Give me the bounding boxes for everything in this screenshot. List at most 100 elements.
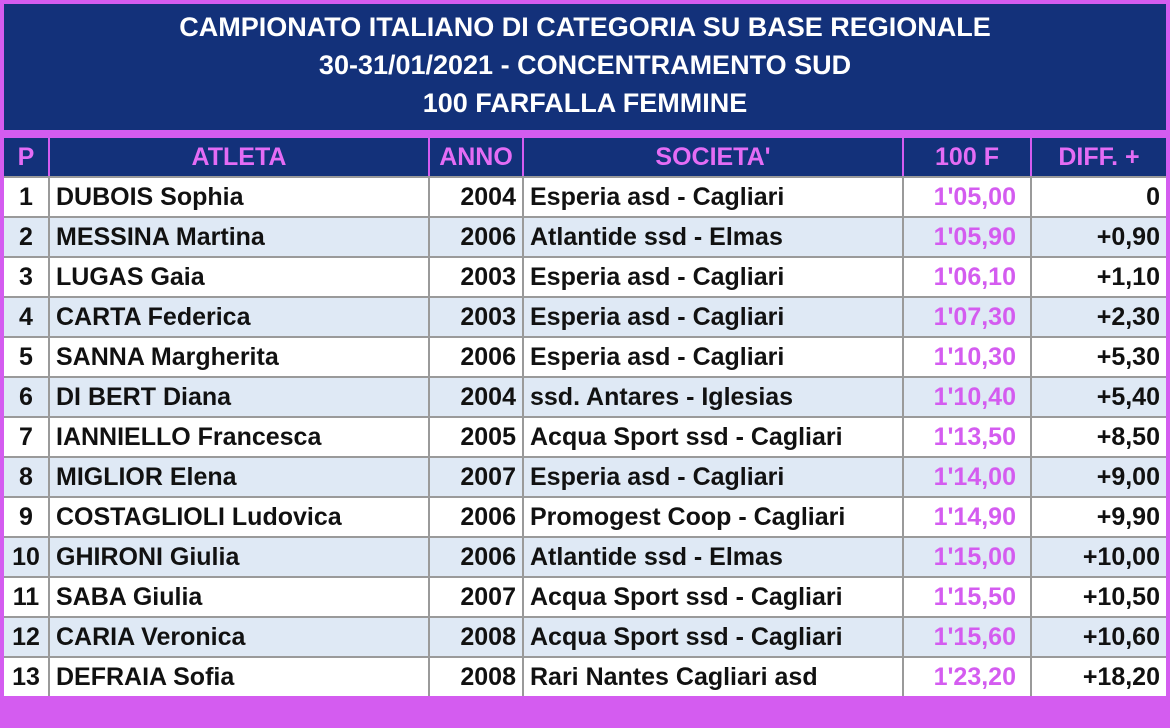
time-gap-cell: 0 (1032, 176, 1166, 216)
athlete-name-cell: GHIRONI Giulia (50, 536, 430, 576)
club-cell: Esperia asd - Cagliari (524, 296, 904, 336)
birth-year-cell: 2007 (430, 456, 524, 496)
race-time-cell: 1'13,50 (904, 416, 1032, 456)
time-gap-cell: +5,40 (1032, 376, 1166, 416)
race-time-cell: 1'15,60 (904, 616, 1032, 656)
col-header-time: 100 F (904, 138, 1032, 176)
club-cell: Atlantide ssd - Elmas (524, 536, 904, 576)
position-cell: 7 (4, 416, 50, 456)
athlete-name-cell: DI BERT Diana (50, 376, 430, 416)
table-row: 12 CARIA Veronica 2008 Acqua Sport ssd - Ca… (4, 616, 1166, 656)
birth-year-cell: 2008 (430, 656, 524, 696)
time-gap-cell: +2,30 (1032, 296, 1166, 336)
athlete-name-cell: DUBOIS Sophia (50, 176, 430, 216)
table-row: 1 DUBOIS Sophia 2004 Esperia asd - Cagliari… (4, 176, 1166, 216)
table-row: 13 DEFRAIA Sofia 2008 Rari Nantes Cagliari … (4, 656, 1166, 696)
club-cell: Esperia asd - Cagliari (524, 456, 904, 496)
time-gap-cell: +18,20 (1032, 656, 1166, 696)
athlete-name-cell: CARTA Federica (50, 296, 430, 336)
club-cell: Atlantide ssd - Elmas (524, 216, 904, 256)
position-cell: 1 (4, 176, 50, 216)
birth-year-cell: 2005 (430, 416, 524, 456)
club-cell: Esperia asd - Cagliari (524, 256, 904, 296)
athlete-name-cell: MIGLIOR Elena (50, 456, 430, 496)
athlete-name-cell: COSTAGLIOLI Ludovica (50, 496, 430, 536)
table-row: 4 CARTA Federica 2003 Esperia asd - Cagliar… (4, 296, 1166, 336)
position-cell: 3 (4, 256, 50, 296)
birth-year-cell: 2004 (430, 176, 524, 216)
athlete-name-cell: IANNIELLO Francesca (50, 416, 430, 456)
race-time-cell: 1'06,10 (904, 256, 1032, 296)
athlete-name-cell: CARIA Veronica (50, 616, 430, 656)
race-time-cell: 1'05,90 (904, 216, 1032, 256)
col-header-athlete: ATLETA (50, 138, 430, 176)
club-cell: Esperia asd - Cagliari (524, 336, 904, 376)
table-row: 9 COSTAGLIOLI Ludovica 2006 Promogest Coop … (4, 496, 1166, 536)
athlete-name-cell: SABA Giulia (50, 576, 430, 616)
time-gap-cell: +10,60 (1032, 616, 1166, 656)
table-row: 8 MIGLIOR Elena 2007 Esperia asd - Cagliari… (4, 456, 1166, 496)
club-cell: Promogest Coop - Cagliari (524, 496, 904, 536)
race-time-cell: 1'23,20 (904, 656, 1032, 696)
race-time-cell: 1'14,90 (904, 496, 1032, 536)
birth-year-cell: 2008 (430, 616, 524, 656)
position-cell: 13 (4, 656, 50, 696)
table-header-row: P ATLETA ANNO SOCIETA' 100 F DIFF. + (4, 138, 1166, 176)
time-gap-cell: +5,30 (1032, 336, 1166, 376)
club-cell: Rari Nantes Cagliari asd (524, 656, 904, 696)
birth-year-cell: 2006 (430, 336, 524, 376)
club-cell: Acqua Sport ssd - Cagliari (524, 616, 904, 656)
race-time-cell: 1'15,50 (904, 576, 1032, 616)
club-cell: ssd. Antares - Iglesias (524, 376, 904, 416)
table-row: 10 GHIRONI Giulia 2006 Atlantide ssd - Elma… (4, 536, 1166, 576)
race-time-cell: 1'10,30 (904, 336, 1032, 376)
position-cell: 9 (4, 496, 50, 536)
table-row: 5 SANNA Margherita 2006 Esperia asd - Cagli… (4, 336, 1166, 376)
col-header-year: ANNO (430, 138, 524, 176)
race-time-cell: 1'07,30 (904, 296, 1032, 336)
table-row: 3 LUGAS Gaia 2003 Esperia asd - Cagliari 1'0… (4, 256, 1166, 296)
position-cell: 4 (4, 296, 50, 336)
race-time-cell: 1'15,00 (904, 536, 1032, 576)
birth-year-cell: 2006 (430, 216, 524, 256)
birth-year-cell: 2004 (430, 376, 524, 416)
position-cell: 10 (4, 536, 50, 576)
position-cell: 6 (4, 376, 50, 416)
birth-year-cell: 2007 (430, 576, 524, 616)
col-header-pos: P (4, 138, 50, 176)
race-time-cell: 1'14,00 (904, 456, 1032, 496)
birth-year-cell: 2003 (430, 296, 524, 336)
time-gap-cell: +1,10 (1032, 256, 1166, 296)
position-cell: 11 (4, 576, 50, 616)
time-gap-cell: +0,90 (1032, 216, 1166, 256)
time-gap-cell: +9,90 (1032, 496, 1166, 536)
time-gap-cell: +8,50 (1032, 416, 1166, 456)
time-gap-cell: +9,00 (1032, 456, 1166, 496)
results-table: P ATLETA ANNO SOCIETA' 100 F DIFF. + 1 DU… (4, 138, 1166, 696)
birth-year-cell: 2006 (430, 536, 524, 576)
race-title: 100 FARFALLA FEMMINE (422, 88, 748, 118)
race-time-cell: 1'05,00 (904, 176, 1032, 216)
position-cell: 8 (4, 456, 50, 496)
position-cell: 5 (4, 336, 50, 376)
athlete-name-cell: DEFRAIA Sofia (50, 656, 430, 696)
athlete-name-cell: SANNA Margherita (50, 336, 430, 376)
table-row: 11 SABA Giulia 2007 Acqua Sport ssd - Cagli… (4, 576, 1166, 616)
race-time-cell: 1'10,40 (904, 376, 1032, 416)
athlete-name-cell: LUGAS Gaia (50, 256, 430, 296)
position-cell: 2 (4, 216, 50, 256)
birth-year-cell: 2006 (430, 496, 524, 536)
table-row: 7 IANNIELLO Francesca 2005 Acqua Sport ssd … (4, 416, 1166, 456)
table-row: 2 MESSINA Martina 2006 Atlantide ssd - Elma… (4, 216, 1166, 256)
club-cell: Acqua Sport ssd - Cagliari (524, 416, 904, 456)
club-cell: Acqua Sport ssd - Cagliari (524, 576, 904, 616)
position-cell: 12 (4, 616, 50, 656)
athlete-name-cell: MESSINA Martina (50, 216, 430, 256)
club-cell: Esperia asd - Cagliari (524, 176, 904, 216)
event-date-location: 30-31/01/2021 - CONCENTRAMENTO SUD (318, 50, 852, 80)
championship-title: CAMPIONATO ITALIANO DI CATEGORIA SU BASE… (179, 12, 991, 42)
time-gap-cell: +10,00 (1032, 536, 1166, 576)
table-row: 6 DI BERT Diana 2004 ssd. Antares - Iglesia… (4, 376, 1166, 416)
col-header-diff: DIFF. + (1032, 138, 1166, 176)
